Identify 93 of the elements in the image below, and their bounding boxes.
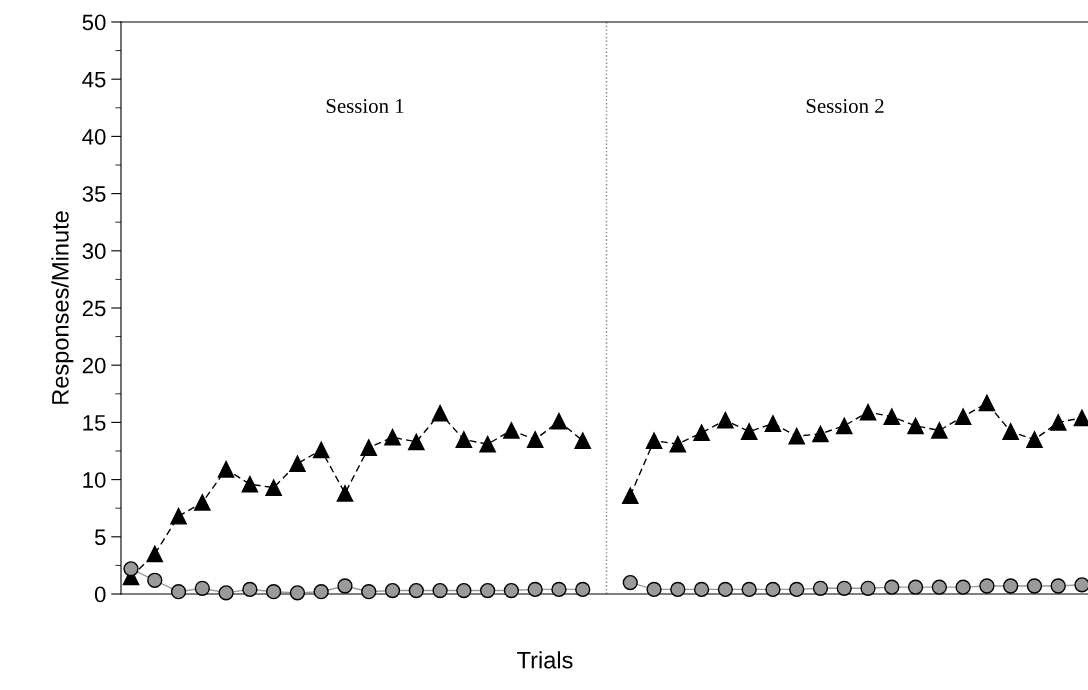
annotation: Session 1 [326, 99, 404, 114]
point [907, 579, 924, 595]
point [765, 581, 781, 598]
point [812, 580, 829, 596]
y-tick-label: 0 [94, 586, 106, 603]
point [479, 435, 496, 453]
y-tick-label: 20 [82, 357, 106, 374]
point [217, 460, 235, 478]
point [978, 394, 996, 412]
point [194, 580, 210, 596]
point [503, 582, 520, 599]
point [1002, 423, 1020, 440]
point [835, 417, 853, 435]
point [717, 411, 734, 429]
annotation: Session 2 [806, 99, 884, 114]
point [337, 578, 353, 594]
point [360, 439, 378, 456]
point [336, 484, 354, 502]
point [907, 417, 924, 435]
point [860, 580, 876, 596]
point [693, 581, 710, 598]
y-tick-label: 5 [94, 529, 106, 546]
point [407, 433, 425, 451]
point [789, 581, 805, 598]
point [170, 584, 187, 600]
point [669, 435, 687, 453]
point [289, 455, 306, 472]
point [884, 579, 900, 595]
point [836, 580, 852, 596]
point [931, 422, 948, 439]
y-tick-label: 50 [82, 14, 106, 31]
point [764, 415, 782, 432]
y-tick-label: 10 [83, 472, 106, 488]
point [242, 581, 258, 598]
point [431, 404, 449, 422]
point [432, 582, 448, 599]
point [1074, 577, 1088, 593]
point [147, 572, 163, 588]
point [670, 581, 686, 598]
point [266, 584, 282, 600]
point [550, 412, 568, 430]
point [170, 507, 187, 525]
x-axis-title: Trials [517, 651, 573, 669]
point [289, 585, 306, 601]
point [740, 423, 758, 440]
point [313, 584, 329, 600]
point [456, 582, 472, 599]
point [218, 585, 234, 601]
point [241, 475, 259, 493]
point [479, 582, 496, 599]
y-tick-label: 35 [82, 186, 106, 202]
point [812, 425, 829, 443]
point [146, 545, 164, 563]
point [621, 487, 639, 504]
point [193, 494, 211, 511]
point [455, 431, 473, 448]
y-tick-label: 30 [82, 243, 106, 260]
point [1049, 414, 1067, 431]
point [883, 408, 901, 426]
point [1003, 578, 1019, 594]
point [123, 561, 139, 577]
point [693, 424, 710, 442]
point [575, 581, 591, 598]
point [645, 432, 663, 450]
point [859, 403, 877, 421]
point [741, 581, 757, 598]
point [312, 441, 330, 459]
point [527, 581, 543, 598]
y-tick-label: 15 [83, 415, 106, 431]
point [503, 422, 520, 439]
point [931, 579, 947, 595]
point [979, 578, 995, 594]
point [384, 428, 401, 446]
point [526, 431, 544, 448]
point [717, 581, 734, 598]
point [954, 408, 972, 426]
point [384, 582, 401, 599]
point [646, 581, 662, 598]
point [1050, 578, 1066, 594]
point [551, 581, 567, 598]
y-tick-label: 40 [82, 128, 106, 145]
y-tick-label: 25 [82, 300, 106, 317]
point [955, 579, 971, 595]
y-tick-label: 45 [82, 71, 106, 88]
point [1026, 431, 1043, 448]
point [788, 427, 806, 445]
point [408, 582, 424, 599]
point [574, 432, 592, 450]
y-axis-title: Responses/Minute [51, 211, 74, 404]
point [1026, 578, 1043, 594]
point [622, 574, 638, 591]
point [361, 584, 377, 600]
point [265, 479, 282, 496]
